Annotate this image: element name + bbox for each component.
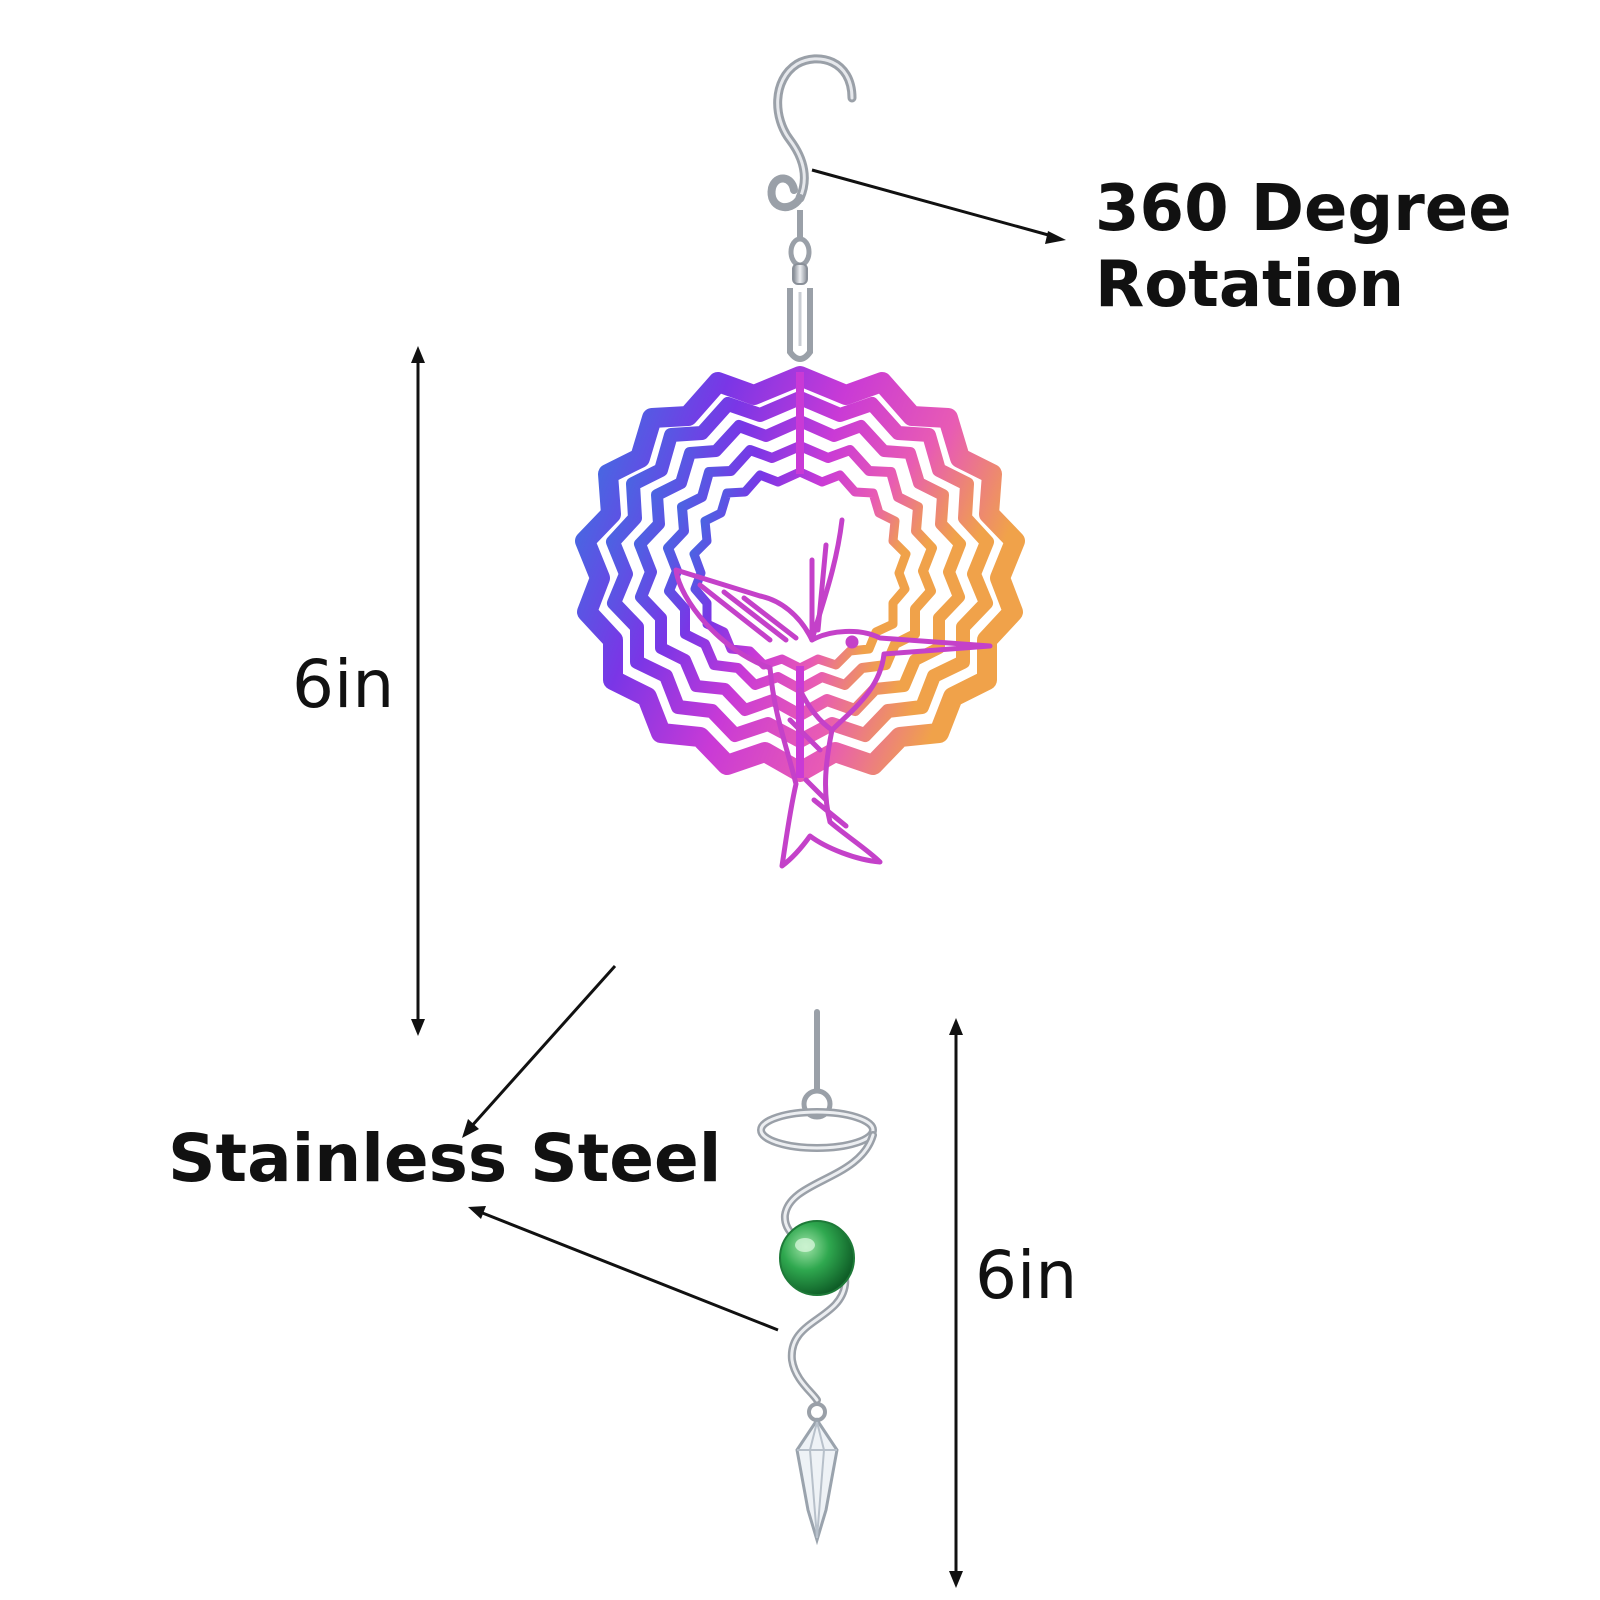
glass-ball-icon <box>779 1220 855 1296</box>
hook-icon <box>767 54 857 212</box>
material-callout-line-bottom <box>468 1206 779 1332</box>
crystal-pendant-icon <box>795 1402 839 1546</box>
swivel-icon <box>787 210 813 362</box>
material-callout-line-top <box>462 964 617 1138</box>
material-label: Stainless Steel <box>168 1120 722 1197</box>
hummingbird-icon <box>673 517 993 869</box>
spiral-tail-icon <box>757 1009 877 1404</box>
rotation-callout: 360 Degree Rotation <box>1095 172 1512 323</box>
spinner-disc <box>575 366 1025 782</box>
rotation-callout-line <box>811 168 1066 244</box>
tail-height-arrow <box>949 1018 963 1588</box>
rotation-callout-line2: Rotation <box>1095 247 1405 322</box>
spinner-size-label: 6in <box>292 646 395 723</box>
spinner-height-arrow <box>411 346 425 1036</box>
rotation-callout-line1: 360 Degree <box>1095 172 1512 246</box>
tail-size-label: 6in <box>975 1237 1078 1314</box>
